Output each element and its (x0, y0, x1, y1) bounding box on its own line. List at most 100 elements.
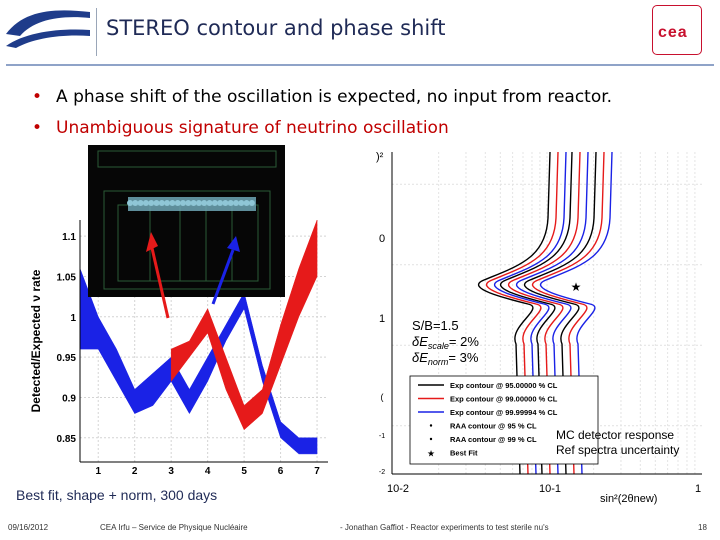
x-tick-label: 1 (95, 466, 101, 477)
pmt-dot (195, 200, 202, 206)
contour-99999 (493, 151, 567, 475)
y-tick-label: 0.95 (57, 353, 77, 364)
y-tick-label: 1.1 (62, 232, 76, 243)
pmt-dot (148, 200, 155, 206)
contour-chart: ★)²01(-1-210-2 10-1 1sin²(2θnew)S/B=1.5δEs… (376, 151, 702, 505)
contour-95 (499, 151, 573, 475)
x-tick-label: 4 (205, 466, 211, 477)
pmt-dot (233, 200, 239, 206)
contour-99 (485, 151, 559, 475)
contour-95 (477, 151, 551, 475)
annotation-escale: δEscale= 2% (412, 334, 479, 351)
x-tick-label: 7 (314, 466, 320, 477)
detector-inset-image (88, 145, 285, 297)
pmt-dot (137, 200, 144, 206)
x-tick-label: 1 (695, 483, 701, 495)
pmt-dot (248, 200, 255, 206)
pmt-dot (227, 200, 234, 206)
caption-line: MC detector response (556, 428, 675, 442)
bullet-marker: • (32, 118, 43, 138)
pmt-dot (238, 200, 245, 206)
bullet-list: • A phase shift of the oscillation is exp… (32, 82, 612, 144)
pmt-dot (174, 200, 181, 206)
cea-logo: cea (652, 5, 702, 55)
legend-label: Exp contour @ 99.00000 % CL (450, 395, 558, 404)
irfu-logo (4, 10, 92, 50)
annotation-sub: scale (428, 341, 449, 351)
x-tick-label: 10-1 (539, 483, 561, 495)
y-tick-stub: -1 (379, 433, 385, 440)
annotation-sub: norm (428, 357, 449, 367)
pmt-dot (127, 200, 133, 206)
slide-title: STEREO contour and phase shift (106, 16, 446, 40)
x-tick-label: 6 (278, 466, 284, 477)
x-axis-label: Evis (MeV) (268, 479, 334, 480)
footer-organization: CEA Irfu – Service de Physique Nucléaire (100, 523, 248, 532)
legend-swatch (429, 437, 433, 441)
pmt-dot (190, 200, 197, 206)
uncertainty-caption: MC detector response Ref spectra uncerta… (556, 428, 679, 458)
fit-caption: Best fit, shape + norm, 300 days (16, 487, 218, 503)
y-tick-label: 0.9 (62, 393, 76, 404)
caption-line: Ref spectra uncertainty (556, 443, 680, 457)
contour-99999 (515, 151, 589, 475)
y-tick-stub: -2 (379, 469, 385, 476)
pmt-dot (201, 200, 208, 206)
annotation-part: = 2% (449, 334, 479, 349)
contour-99999 (539, 151, 613, 475)
pmt-dot (217, 200, 224, 206)
y-tick-label: 0 (379, 233, 385, 245)
pmt-dot (158, 200, 165, 206)
bullet-text: A phase shift of the oscillation is expe… (56, 87, 613, 107)
annotation-sb: S/B=1.5 (412, 318, 459, 333)
best-fit-star: ★ (571, 280, 582, 294)
x-tick-label: 5 (241, 466, 247, 477)
pmt-dot (180, 200, 186, 206)
x-tick-label: 2 (132, 466, 138, 477)
contour-legend: Exp contour @ 95.00000 % CL Exp contour @… (409, 375, 599, 465)
cea-logo-text: cea (658, 24, 688, 41)
y-tick-label: 0.85 (57, 434, 77, 445)
y-tick-label: 1 (70, 313, 76, 324)
contour-99 (531, 151, 605, 475)
x-tick-label: 3 (168, 466, 174, 477)
header-rule (6, 64, 714, 66)
page-number: 18 (698, 523, 707, 532)
legend-label: Exp contour @ 99.99994 % CL (450, 408, 558, 417)
x-tick-label: 10-2 (387, 483, 409, 495)
pmt-dot (211, 200, 218, 206)
legend-box (409, 375, 599, 465)
bullet-text: Unambiguous signature of neutrino oscill… (56, 118, 449, 138)
y-tick-label: 1.05 (57, 272, 77, 283)
legend-label: Best Fit (450, 449, 478, 458)
pmt-dot (142, 200, 149, 206)
pmt-dot (153, 200, 160, 206)
phase-shift-chart: 0.85 0.9 0.95 1 1.05 1.1 1 2 3 4 5 6 7 Detected/Expec… (29, 219, 334, 480)
pmt-dot (243, 200, 250, 206)
contour-99 (507, 151, 581, 475)
pmt-dot (222, 200, 229, 206)
footer-date: 09/16/2012 (8, 523, 49, 532)
pmt-dot (164, 200, 171, 206)
y-tick-stub: ( (381, 392, 384, 402)
bullet-marker: • (32, 87, 43, 107)
header-divider (96, 8, 97, 56)
annotation-enorm: δEnorm= 3% (412, 350, 479, 367)
footer-author: - Jonathan Gaffiot - Reactor experiments… (340, 523, 549, 532)
pmt-dot (132, 200, 139, 206)
bullet-item: • A phase shift of the oscillation is exp… (32, 82, 612, 113)
red-band (170, 219, 318, 431)
pmt-dot (206, 200, 213, 206)
legend-label: RAA contour @ 99 % CL (450, 435, 537, 444)
pmt-dot (169, 200, 176, 206)
x-axis-label: sin²(2θnew) (600, 493, 657, 505)
pmt-dot (185, 200, 192, 206)
legend-swatch: ★ (427, 449, 435, 459)
contour-95 (523, 151, 597, 475)
legend-label: RAA contour @ 95 % CL (450, 422, 537, 431)
blue-band (79, 268, 318, 455)
bullet-item: • Unambiguous signature of neutrino oscil… (32, 113, 612, 144)
annotation-part: = 3% (448, 350, 478, 365)
legend-label: Exp contour @ 95.00000 % CL (450, 381, 558, 390)
y-tick-label: 1 (379, 313, 385, 325)
